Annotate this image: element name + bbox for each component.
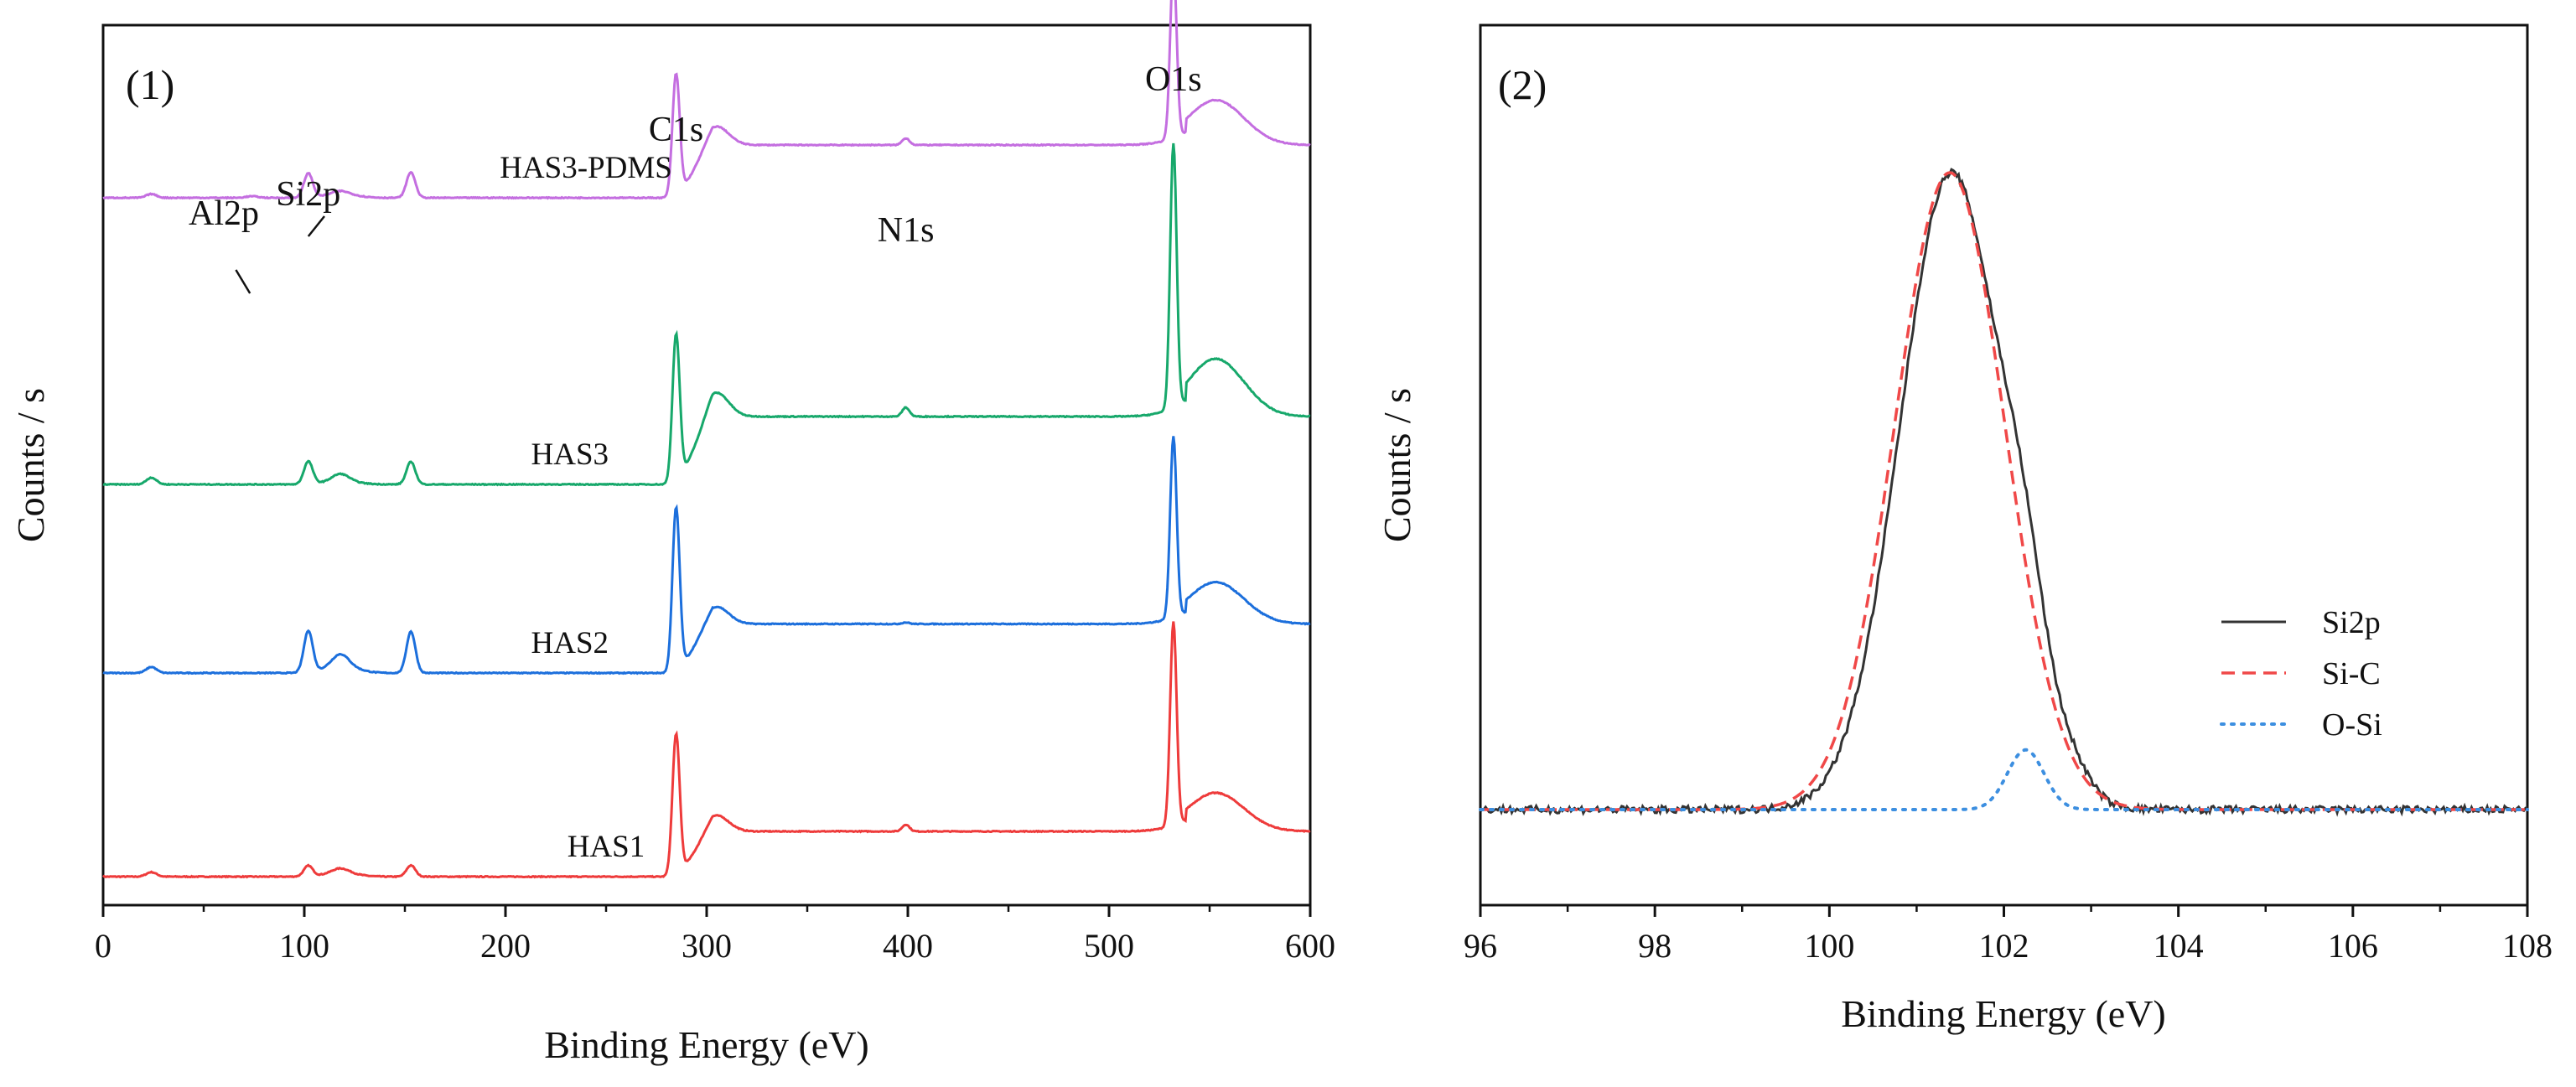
panel1-x-tick-label: 500 [1084, 927, 1134, 965]
al2p-leader-line [235, 269, 251, 294]
legend-label-si2p: Si2p [2322, 605, 2381, 640]
panel2-curves [1479, 168, 2529, 817]
panel2-x-tick-label: 104 [2154, 927, 2204, 965]
curve-label-has3: HAS3 [531, 437, 609, 472]
panel2-x-axis-label: Binding Energy (eV) [1841, 992, 2166, 1035]
panel1-x-axis-ticks: 0 100 200 300 400 500 600 [95, 905, 1335, 965]
si2p-leader-line [307, 215, 325, 237]
panel1-x-axis-label: Binding Energy (eV) [544, 1023, 869, 1066]
series-line-o-si [1479, 748, 2529, 811]
series-line-si2p [1479, 168, 2528, 817]
series-line-has3 [102, 142, 1311, 487]
curve-label-has3-pdms: HAS3-PDMS [500, 151, 672, 185]
panel2-legend: Si2p Si-C O-Si [2220, 605, 2382, 743]
panel1-x-tick-label: 200 [480, 927, 531, 965]
peak-label-c1s: C1s [649, 111, 703, 149]
curve-label-has1: HAS1 [568, 830, 645, 864]
panel2-x-tick-label: 100 [1804, 927, 1854, 965]
curve-label-has2: HAS2 [531, 626, 609, 660]
panel2-x-axis-ticks: 96 98 100 102 104 106 108 [1464, 905, 2553, 965]
peak-label-si2p: Si2p [276, 175, 340, 214]
panel1-x-tick-label: 600 [1285, 927, 1335, 965]
peak-label-al2p: Al2p [189, 194, 259, 233]
panel2-x-tick-label: 98 [1638, 927, 1672, 965]
legend-label-si-c: Si-C [2322, 656, 2381, 691]
panel2-label: (2) [1498, 61, 1547, 108]
series-line-has3-pdms [102, 0, 1311, 200]
panel1-x-tick-label: 400 [883, 927, 933, 965]
panel1-x-tick-label: 0 [95, 927, 111, 965]
peak-label-n1s: N1s [878, 211, 935, 250]
panel2-x-tick-label: 96 [1464, 927, 1497, 965]
panel2-x-tick-label: 106 [2328, 927, 2378, 965]
panel1-x-tick-label: 300 [682, 927, 732, 965]
series-line-has2 [102, 436, 1311, 675]
panel2-x-tick-label: 102 [1979, 927, 2029, 965]
survey-spectrum-chart: (1) HAS1 HAS2 HAS3 HAS3-PDMS Al2p Si2p C… [9, 0, 1335, 1066]
panel1-y-axis-label: Counts / s [9, 388, 52, 542]
panel2-y-axis-label: Counts / s [1376, 388, 1418, 542]
legend-label-o-si: O-Si [2322, 707, 2382, 743]
panel1-x-tick-label: 100 [279, 927, 329, 965]
peak-label-o1s: O1s [1145, 60, 1202, 99]
series-line-has1 [102, 621, 1311, 879]
panel1-curve-labels: HAS1 HAS2 HAS3 HAS3-PDMS [500, 151, 672, 864]
si2p-spectrum-chart: (2) Si2p Si-C O-Si 96 98 100 102 104 106 108 B… [1376, 23, 2553, 1035]
panel2-x-tick-label: 108 [2502, 927, 2553, 965]
panel1-label: (1) [126, 61, 174, 108]
panel1-curves [102, 0, 1311, 879]
panel1-peak-labels: Al2p Si2p C1s N1s O1s [189, 60, 1202, 294]
